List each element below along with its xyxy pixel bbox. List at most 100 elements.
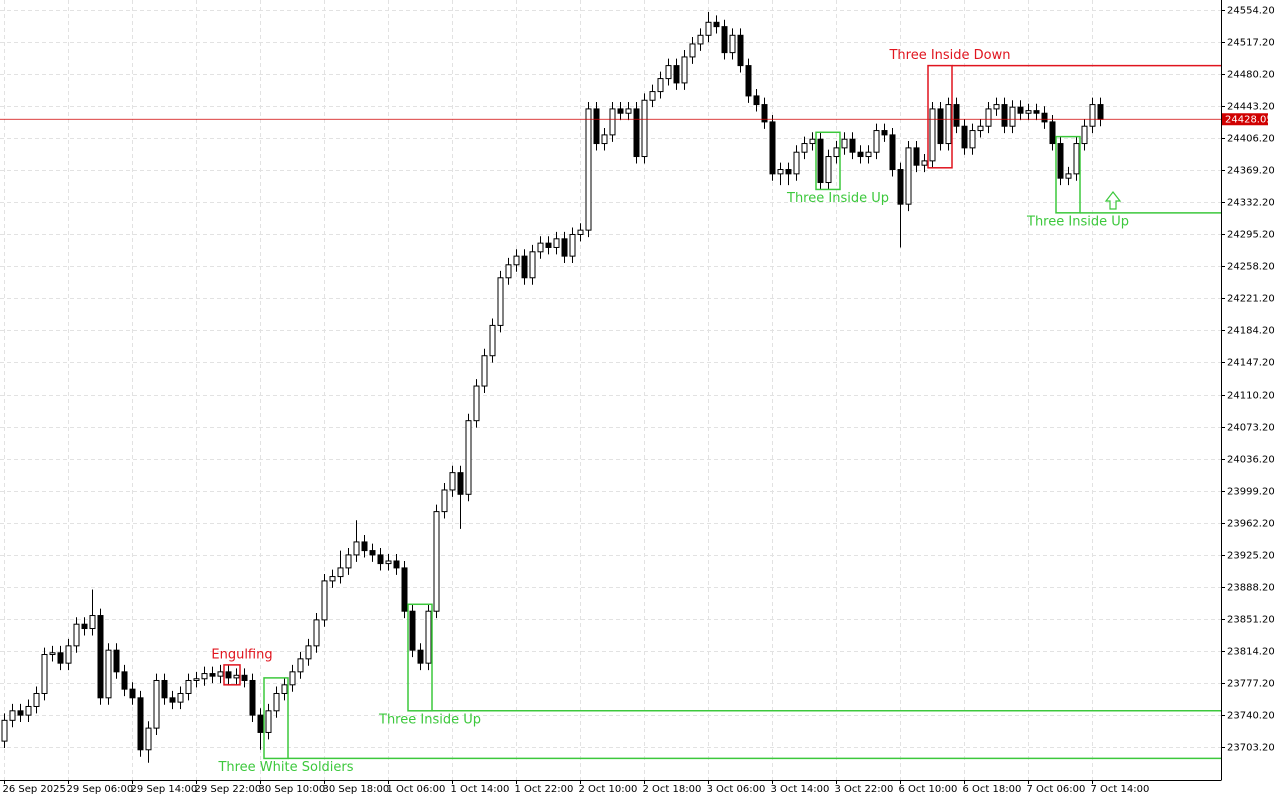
candle-body [241, 674, 248, 681]
x-tick-label: 1 Oct 22:00 [515, 784, 574, 795]
x-tick-label: 1 Oct 06:00 [387, 784, 446, 795]
candle-body [1089, 104, 1096, 127]
y-tick-label: 24147.20 [1227, 358, 1275, 369]
candle-body [441, 489, 448, 513]
candle-body [1065, 173, 1072, 179]
candle-body [369, 550, 376, 556]
pattern-label: Three Inside Up [1026, 214, 1129, 229]
candle-body [657, 78, 664, 93]
candle-body [625, 108, 632, 114]
candle-body [193, 678, 200, 681]
candle-body [881, 130, 888, 136]
candle-body [969, 130, 976, 149]
candle-body [465, 420, 472, 495]
candle-body [33, 692, 40, 707]
candle-body [249, 679, 256, 716]
y-tick-label: 24443.20 [1227, 102, 1275, 113]
candle-body [737, 34, 744, 67]
candle-body [673, 65, 680, 84]
candle-body [617, 108, 624, 114]
candle-body [537, 242, 544, 253]
candle-body [809, 138, 816, 145]
candle-body [161, 679, 168, 699]
candle-body [785, 169, 792, 175]
candle-body [489, 324, 496, 357]
candle-body [961, 125, 968, 149]
candle-body [993, 104, 1000, 110]
candle-body [513, 255, 520, 266]
candle-body [41, 654, 48, 694]
candle-body [129, 688, 136, 699]
y-tick-label: 23999.20 [1227, 487, 1275, 498]
candle-body [649, 91, 656, 101]
candle-body [9, 710, 16, 721]
candle-body [1057, 143, 1064, 179]
candle-body [25, 705, 32, 716]
y-tick-label: 24554.20 [1227, 6, 1275, 17]
x-tick-label: 2 Oct 10:00 [579, 784, 638, 795]
candle-body [457, 472, 464, 495]
x-tick-label: 6 Oct 10:00 [899, 784, 958, 795]
candle-body [937, 108, 944, 145]
y-tick-label: 23851.20 [1227, 615, 1275, 626]
candle-body [89, 615, 96, 630]
candle-body [377, 554, 384, 565]
pattern-box [815, 131, 841, 191]
grid [0, 0, 1221, 780]
candle-body [585, 108, 592, 231]
candle-body [601, 134, 608, 145]
x-tick-label: 30 Sep 10:00 [259, 784, 326, 795]
candle-body [185, 679, 192, 694]
candle-body [257, 714, 264, 733]
pattern-label: Three Inside Down [888, 48, 1010, 63]
y-tick-label: 24258.20 [1227, 262, 1275, 273]
candle-body [889, 134, 896, 171]
candle-body [361, 541, 368, 552]
y-tick-label: 23740.20 [1227, 711, 1275, 722]
x-tick-label: 1 Oct 14:00 [451, 784, 510, 795]
candle-body [425, 610, 432, 664]
candle-body [49, 652, 56, 656]
candle-body [761, 104, 768, 123]
candle-body [233, 674, 240, 679]
pattern-label: Three Inside Up [378, 712, 481, 727]
x-tick-label: 6 Oct 18:00 [963, 784, 1022, 795]
candle-body [817, 138, 824, 184]
candle-body [1009, 106, 1016, 127]
candle-body [505, 264, 512, 279]
candle-body [1041, 112, 1048, 123]
y-tick-label: 23925.20 [1227, 551, 1275, 562]
candle-body [305, 645, 312, 660]
y-tick-label: 24480.20 [1227, 70, 1275, 81]
candle-body [913, 147, 920, 166]
candle-body [265, 710, 272, 733]
y-tick-label: 23888.20 [1227, 583, 1275, 594]
candle-body [393, 560, 400, 569]
candle-body [1081, 125, 1088, 145]
buy-arrow [1104, 191, 1122, 210]
x-tick-label: 29 Sep 06:00 [67, 784, 134, 795]
candle-body [17, 710, 24, 716]
candle-body [337, 567, 344, 578]
y-tick-label: 24073.20 [1227, 423, 1275, 434]
candle-body [353, 541, 360, 556]
candle-body [873, 130, 880, 153]
candle-body [689, 43, 696, 58]
candle-body [801, 143, 808, 153]
candle-body [329, 576, 336, 582]
candle-body [409, 610, 416, 651]
x-tick-label: 3 Oct 22:00 [835, 784, 894, 795]
candle-body [705, 21, 712, 36]
pattern-box [407, 603, 433, 712]
x-tick-label: 7 Oct 06:00 [1027, 784, 1086, 795]
candle-body [345, 554, 352, 569]
candle-body [497, 277, 504, 326]
candle-body [953, 104, 960, 127]
candle-body [729, 34, 736, 54]
candle-body [713, 21, 720, 28]
candle-body [65, 645, 72, 664]
candle-body [681, 56, 688, 84]
candle-body [225, 671, 232, 679]
y-tick-label: 24221.20 [1227, 294, 1275, 305]
